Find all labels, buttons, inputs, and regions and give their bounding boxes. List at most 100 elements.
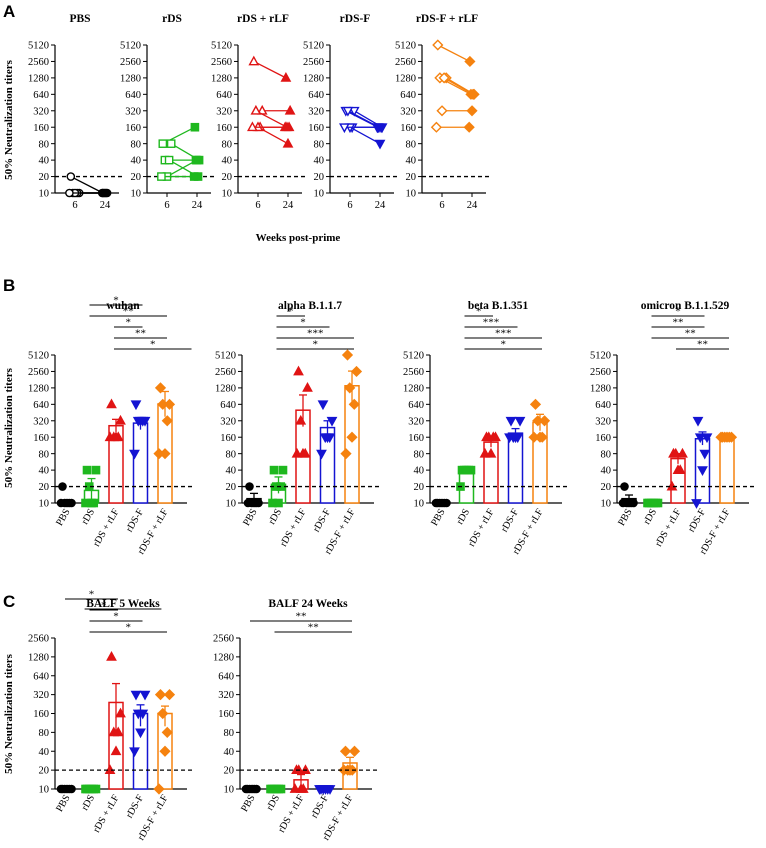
y-tick-label: 320 — [595, 416, 611, 427]
subplot-a-rDS-F: rDS-F 10 20 40 80 160 320 640 1280 2560 5120 6 24 — [303, 13, 400, 211]
y-tick-label: 2560 — [395, 57, 416, 68]
y-axis-label-a: 50% Neutralization titers — [3, 59, 15, 179]
data-point — [154, 382, 167, 394]
data-point — [505, 416, 517, 427]
data-point — [91, 465, 101, 475]
y-tick-label: 20 — [39, 482, 50, 493]
y-tick-label: 10 — [222, 189, 233, 200]
y-tick-label: 160 — [218, 709, 234, 720]
category-label: PBS — [239, 793, 257, 814]
y-tick-label: 20 — [39, 766, 50, 777]
subplot-title: rDS-F + rLF — [416, 13, 478, 25]
x-tick-label: 24 — [192, 200, 203, 211]
x-tick-label: 24 — [283, 200, 294, 211]
subplot-title: beta B.1.351 — [468, 300, 529, 312]
point-week6 — [158, 139, 168, 148]
data-point — [694, 433, 706, 444]
panel-label: A — [3, 2, 15, 21]
x-tick-label: 6 — [72, 200, 77, 211]
significance-label: * — [300, 317, 306, 329]
pair-line — [257, 126, 289, 145]
subplot-title: rDS — [162, 13, 182, 25]
significance-label: ** — [135, 328, 146, 340]
y-tick-label: 10 — [314, 189, 325, 200]
y-tick-label: 1280 — [395, 73, 416, 84]
y-tick-label: 1280 — [213, 652, 234, 663]
y-tick-label: 640 — [408, 400, 424, 411]
y-tick-label: 20 — [406, 172, 417, 183]
point-week6 — [65, 188, 74, 198]
x-tick-label: 6 — [347, 200, 352, 211]
y-tick-label: 40 — [39, 466, 50, 477]
significance-label: * — [113, 611, 119, 623]
data-point — [112, 726, 124, 737]
bar-rDS-F + rLF — [719, 438, 735, 504]
data-point — [350, 365, 363, 378]
y-tick-label: 40 — [226, 466, 237, 477]
significance-label: * — [101, 600, 107, 612]
significance-label: *** — [483, 317, 500, 329]
point-week24 — [190, 122, 200, 132]
category-label: rDS — [265, 793, 283, 812]
y-tick-label: 160 — [220, 433, 236, 444]
pair-line — [166, 159, 198, 178]
data-point — [316, 449, 327, 460]
subplot-title: rDS-F — [340, 13, 371, 25]
significance-label: ** — [296, 611, 307, 623]
data-point — [154, 689, 167, 701]
data-point — [643, 498, 652, 508]
y-tick-label: 1280 — [28, 652, 49, 663]
y-tick-label: 160 — [216, 123, 232, 134]
y-tick-label: 10 — [39, 499, 50, 510]
point-week6 — [339, 123, 350, 134]
y-tick-label: 320 — [400, 106, 416, 117]
subplot-a-PBS: PBS 10 20 40 80 160 320 640 1280 2560 5120 6 24 — [28, 13, 125, 211]
data-point — [137, 709, 149, 720]
pair-line — [255, 110, 288, 128]
y-tick-label: 10 — [226, 499, 237, 510]
subplot-bar: 10 20 40 80 160 320 640 1280 2560 BALF 24 Weeks PB… — [213, 598, 380, 842]
subplot-title: omicron B.1.1.529 — [641, 300, 730, 312]
significance-label: * — [89, 589, 95, 601]
subplot-title: PBS — [69, 13, 90, 25]
point-week6 — [438, 72, 450, 84]
y-tick-label: 2560 — [403, 367, 424, 378]
significance-label: * — [476, 306, 482, 318]
data-point — [348, 745, 361, 757]
data-point — [278, 465, 288, 475]
y-tick-label: 80 — [601, 449, 612, 460]
significance-label: * — [288, 306, 294, 318]
data-point — [130, 690, 142, 701]
y-tick-label: 1280 — [403, 383, 424, 394]
y-tick-label: 320 — [308, 106, 324, 117]
y-tick-label: 40 — [406, 156, 417, 167]
y-tick-label: 640 — [216, 90, 232, 101]
y-tick-label: 10 — [414, 499, 425, 510]
y-tick-label: 2560 — [303, 57, 324, 68]
point-week24 — [467, 88, 479, 100]
category-label: rDS — [642, 507, 660, 526]
y-tick-label: 80 — [222, 139, 233, 150]
y-tick-label: 640 — [33, 400, 49, 411]
y-tick-label: 2560 — [120, 57, 141, 68]
y-tick-label: 640 — [218, 671, 234, 682]
data-point — [529, 398, 542, 410]
data-point — [266, 784, 275, 794]
data-point — [139, 690, 151, 701]
category-label: rDS-F — [311, 507, 333, 535]
subplot-title: BALF 24 Weeks — [268, 598, 348, 610]
point-week6 — [66, 172, 76, 181]
y-tick-label: 5120 — [395, 41, 416, 52]
data-point — [159, 745, 171, 757]
data-point — [115, 707, 126, 718]
subplot-a-rDS: rDS 10 20 40 80 160 320 640 1280 2560 5120 6 24 — [120, 13, 217, 211]
category-label: PBS — [54, 793, 72, 814]
data-point — [344, 382, 356, 394]
data-point — [153, 783, 165, 795]
y-tick-label: 20 — [222, 172, 233, 183]
data-point — [268, 498, 277, 508]
y-tick-label: 20 — [224, 766, 235, 777]
point-week24 — [280, 72, 292, 82]
data-point — [322, 433, 333, 444]
